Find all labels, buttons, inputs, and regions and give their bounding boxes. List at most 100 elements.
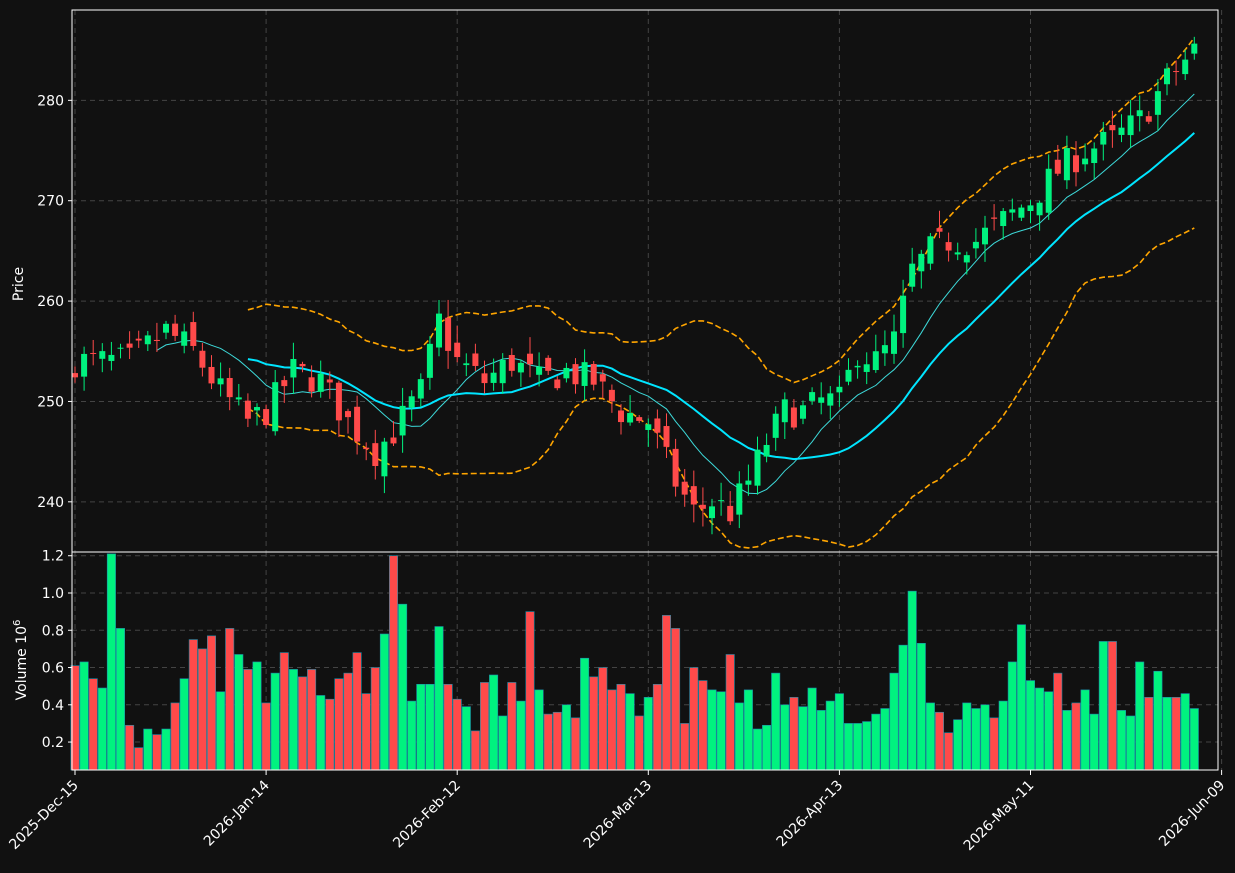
candle-body bbox=[381, 441, 388, 477]
price-grid bbox=[72, 10, 1223, 552]
candle-body bbox=[781, 399, 788, 423]
volume-bar bbox=[307, 669, 317, 771]
volume-tick-label: 1.0 bbox=[42, 586, 64, 602]
candle-body bbox=[426, 343, 433, 378]
candle-body bbox=[845, 369, 852, 382]
volume-bar bbox=[853, 723, 863, 771]
volume-bar bbox=[989, 717, 999, 771]
volume-bar bbox=[834, 693, 844, 771]
volume-bar bbox=[207, 635, 217, 771]
candle-body bbox=[818, 397, 825, 403]
volume-bar bbox=[962, 702, 972, 771]
candle-body bbox=[463, 363, 470, 366]
candle-body bbox=[618, 410, 624, 423]
candle-body bbox=[1100, 131, 1107, 145]
candle-body bbox=[736, 483, 743, 515]
volume-bar bbox=[279, 652, 289, 771]
volume-tick-label: 0.6 bbox=[42, 661, 64, 677]
volume-label-text: Volume bbox=[14, 648, 30, 700]
volume-bar bbox=[261, 702, 271, 771]
volume-bar bbox=[898, 644, 908, 771]
candle-body bbox=[545, 357, 552, 371]
candle-body bbox=[81, 353, 88, 377]
candle-body bbox=[153, 339, 160, 342]
volume-bar bbox=[625, 693, 635, 771]
candle-body bbox=[645, 424, 652, 430]
candle-body bbox=[891, 331, 897, 354]
candle-body bbox=[1191, 43, 1198, 54]
volume-bar bbox=[598, 667, 608, 771]
volume-bar bbox=[607, 689, 617, 771]
candle-body bbox=[436, 313, 442, 348]
candle-body bbox=[1036, 202, 1043, 216]
candle-body bbox=[772, 413, 779, 438]
candle-body bbox=[1009, 209, 1016, 213]
candle-body bbox=[909, 263, 916, 287]
candle-body bbox=[963, 255, 970, 263]
volume-bar bbox=[216, 691, 226, 771]
volume-bar bbox=[234, 654, 244, 771]
candle-body bbox=[290, 358, 297, 378]
candle-body bbox=[181, 331, 188, 346]
candle-body bbox=[263, 409, 270, 426]
candle-body bbox=[872, 351, 879, 371]
volume-bar bbox=[1071, 702, 1081, 771]
candle-body bbox=[563, 367, 570, 379]
volume-tick-label: 0.4 bbox=[42, 698, 64, 714]
volume-bar bbox=[734, 702, 744, 771]
price-tick-label: 250 bbox=[37, 394, 64, 410]
candle-body bbox=[918, 253, 925, 272]
volume-bar bbox=[407, 700, 417, 771]
candle-body bbox=[745, 480, 752, 485]
volume-bar bbox=[525, 611, 535, 771]
candle-body bbox=[1045, 168, 1052, 213]
volume-bar bbox=[552, 711, 562, 771]
candle-body bbox=[99, 351, 106, 359]
volume-bar bbox=[97, 687, 107, 771]
candle-body bbox=[1000, 211, 1007, 227]
candle-body bbox=[1145, 116, 1152, 122]
candle-body bbox=[982, 227, 988, 245]
candle-body bbox=[335, 382, 342, 421]
volume-bar bbox=[388, 555, 398, 771]
candle-body bbox=[217, 378, 224, 385]
volume-bar bbox=[243, 669, 253, 771]
volume-bar bbox=[106, 553, 116, 771]
volume-bar bbox=[1089, 713, 1099, 771]
volume-bar bbox=[252, 661, 262, 771]
candle-body bbox=[481, 373, 488, 384]
volume-bar bbox=[79, 661, 89, 771]
price-y-ticks: 240 250 260 270 280 bbox=[37, 93, 72, 511]
volume-exponent-power: 6 bbox=[12, 620, 23, 626]
candle-body bbox=[836, 386, 843, 393]
price-tick-label: 240 bbox=[37, 495, 64, 511]
candle-body bbox=[581, 362, 588, 386]
candle-body bbox=[172, 323, 179, 336]
volume-bar bbox=[288, 669, 298, 771]
candle-body bbox=[144, 335, 151, 345]
candle-body bbox=[1182, 59, 1189, 75]
volume-bar bbox=[843, 723, 853, 771]
volume-bar bbox=[589, 676, 599, 771]
candle-body bbox=[681, 481, 688, 495]
candle-body bbox=[417, 379, 424, 399]
volume-bar bbox=[334, 678, 344, 771]
volume-bar bbox=[516, 700, 526, 771]
volume-exponent-base: 10 bbox=[14, 626, 30, 644]
volume-y-ticks: 0.2 0.4 0.6 0.8 1.0 1.2 bbox=[42, 549, 72, 751]
volume-bar bbox=[825, 700, 835, 771]
volume-bar bbox=[225, 628, 235, 771]
volume-bar bbox=[479, 682, 489, 771]
volume-bar bbox=[680, 723, 690, 771]
volume-bar bbox=[1016, 624, 1026, 771]
candle-body bbox=[863, 364, 870, 372]
volume-bar bbox=[1189, 708, 1199, 771]
volume-bar bbox=[816, 710, 826, 771]
candle-body bbox=[299, 363, 306, 367]
volume-bar bbox=[88, 678, 98, 771]
volume-bar bbox=[652, 683, 662, 771]
volume-bar bbox=[862, 721, 872, 771]
candle-body bbox=[809, 392, 816, 401]
candle-body bbox=[272, 382, 279, 432]
price-axis-label: Price bbox=[11, 267, 27, 301]
